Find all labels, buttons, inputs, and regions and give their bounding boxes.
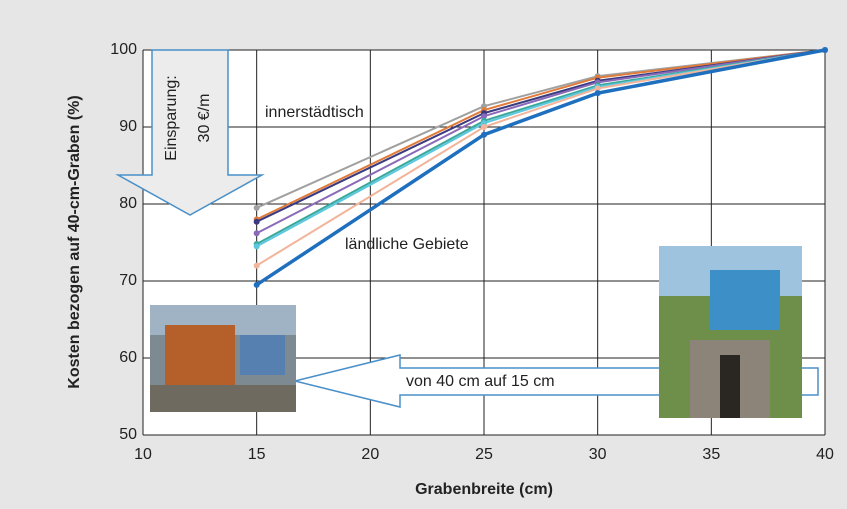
series-line [256,49,826,221]
x-tick-label: 20 [361,446,379,463]
photo-left [150,305,296,412]
x-tick-label: 15 [248,446,266,463]
y-tick-label: 50 [119,426,137,443]
data-point [253,262,260,269]
y-tick-label: 60 [119,349,137,366]
x-tick-label: 35 [702,446,720,463]
x-tick-label: 40 [816,446,834,463]
data-point [594,85,601,92]
series-line [256,49,826,235]
data-point [253,218,260,225]
series-line [256,49,826,267]
data-point [481,113,487,120]
annotation: ländliche Gebiete [345,236,469,253]
data-point [253,281,260,288]
data-point [594,90,601,97]
x-tick-label: 30 [589,446,607,463]
data-point [253,230,260,237]
data-point [822,47,828,53]
x-tick-label: 25 [475,446,493,463]
width-label: von 40 cm auf 15 cm [406,373,555,390]
data-point [253,204,260,211]
saving-label: 30 €/m [196,94,213,143]
y-tick-label: 80 [119,195,137,212]
saving-arrow [115,49,265,216]
data-point [481,124,487,130]
data-point [481,131,487,138]
annotation: innerstädtisch [265,104,364,121]
x-tick-label: 10 [134,446,152,463]
data-point [253,243,260,250]
y-tick-label: 100 [110,41,137,58]
lines [253,47,828,288]
series-line [255,48,826,287]
saving-label: Einsparung: [163,75,180,160]
y-tick-label: 90 [119,118,137,135]
y-tick-label: 70 [119,272,137,289]
x-axis-title: Grabenbreite (cm) [415,481,553,498]
photo-right [659,246,802,418]
y-axis-title: Kosten bezogen auf 40-cm-Graben (%) [66,95,83,388]
